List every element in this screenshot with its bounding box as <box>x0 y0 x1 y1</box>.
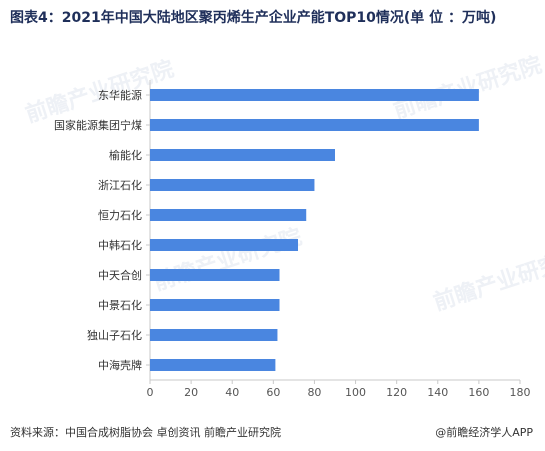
x-tick-label: 100 <box>345 386 366 399</box>
x-tick-label: 160 <box>468 386 489 399</box>
bar <box>150 299 280 311</box>
y-category-label: 中韩石化 <box>98 238 142 252</box>
y-category-label: 榆能化 <box>109 148 142 162</box>
source-note: 资料来源：中国合成树脂协会 卓创资讯 前瞻产业研究院 <box>10 426 281 439</box>
x-tick-label: 120 <box>386 386 407 399</box>
y-category-label: 独山子石化 <box>87 328 142 342</box>
bar <box>150 239 298 251</box>
y-category-label: 国家能源集团宁煤 <box>54 118 142 132</box>
x-tick-label: 140 <box>427 386 448 399</box>
y-category-label: 浙江石化 <box>98 178 142 192</box>
bar <box>150 329 278 341</box>
y-category-label: 恒力石化 <box>98 208 142 222</box>
bar <box>150 359 276 371</box>
bar <box>150 269 280 281</box>
x-tick-label: 60 <box>266 386 280 399</box>
y-category-label: 中天合创 <box>98 268 142 282</box>
y-category-label: 中景石化 <box>98 298 142 312</box>
x-tick-label: 0 <box>147 386 154 399</box>
x-tick-label: 180 <box>510 386 531 399</box>
x-tick-label: 40 <box>225 386 239 399</box>
x-tick-label: 80 <box>307 386 321 399</box>
brand-label: @前瞻经济学人APP <box>435 426 533 439</box>
bar <box>150 119 479 131</box>
y-category-label: 中海壳牌 <box>98 358 142 372</box>
chart-title: 图表4：2021年中国大陆地区聚丙烯生产企业产能TOP10情况(单 位 ：万吨) <box>10 10 497 26</box>
bar <box>150 89 479 101</box>
bar <box>150 209 307 221</box>
x-tick-label: 20 <box>184 386 198 399</box>
y-category-label: 东华能源 <box>98 88 142 102</box>
bar <box>150 149 335 161</box>
bar <box>150 179 315 191</box>
